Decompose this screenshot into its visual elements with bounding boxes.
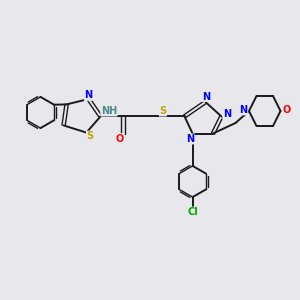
Text: Cl: Cl <box>187 207 198 217</box>
Text: N: N <box>239 105 248 115</box>
Text: NH: NH <box>101 106 117 116</box>
Text: S: S <box>86 131 94 141</box>
Text: N: N <box>84 90 93 100</box>
Text: N: N <box>202 92 210 102</box>
Text: O: O <box>115 134 124 144</box>
Text: N: N <box>186 134 194 144</box>
Text: S: S <box>159 106 167 116</box>
Text: O: O <box>283 105 291 115</box>
Text: N: N <box>223 109 231 119</box>
